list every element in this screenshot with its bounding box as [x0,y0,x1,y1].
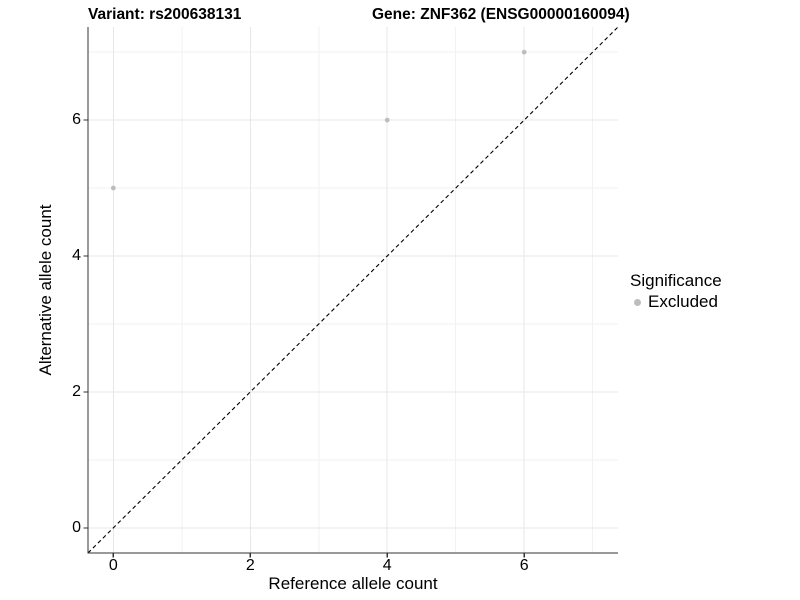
y-axis-title: Alternative allele count [36,204,55,376]
x-tick-label: 6 [519,557,529,574]
legend: Significance Excluded [630,271,722,312]
y-tick-label: 6 [72,111,81,129]
x-tick-label: 4 [382,557,392,574]
x-tick-label: 0 [108,557,118,574]
y-tick-label: 4 [72,247,81,265]
data-point [110,185,116,191]
x-axis-title: Reference allele count [268,574,438,593]
data-point [384,117,390,123]
plot-title-variant: Variant: rs200638131 [88,6,242,23]
x-tick-label: 2 [245,557,255,574]
legend-point-swatch [634,298,641,306]
data-point [521,49,527,55]
identity-dashed-line [87,26,619,554]
legend-item-label: Excluded [648,292,718,311]
y-tick-label: 2 [72,382,81,400]
legend-title: Significance [630,271,722,290]
y-tick-label: 0 [72,518,81,536]
plot-title-gene: Gene: ZNF362 (ENSG00000160094) [372,6,630,23]
legend-item-excluded: Excluded [630,292,722,312]
